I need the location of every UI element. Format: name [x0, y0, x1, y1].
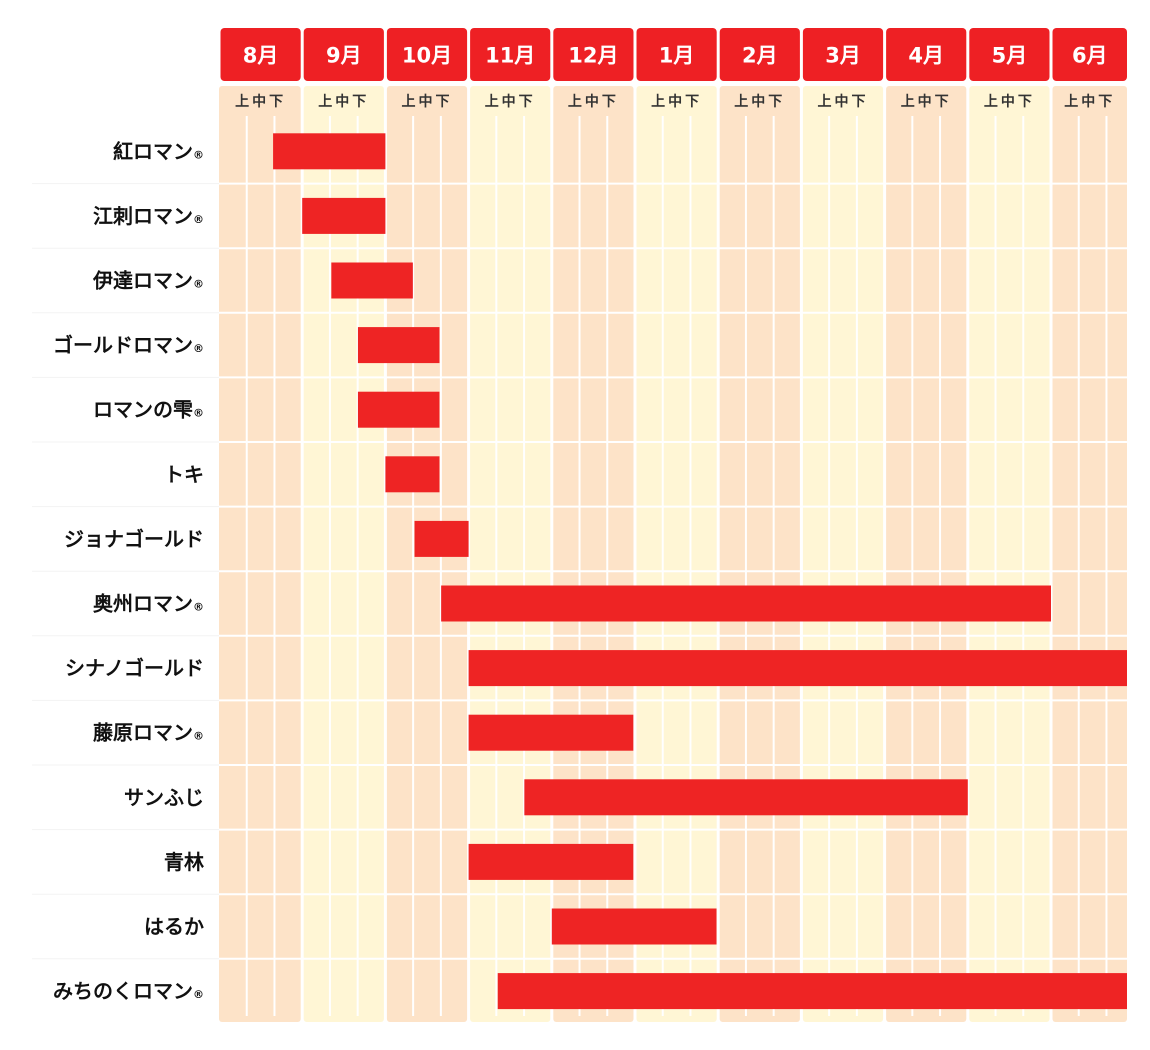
harvest-bar [273, 133, 386, 170]
variety-name: ジョナゴールド [64, 527, 204, 551]
month-header-cell [1052, 28, 1127, 81]
harvest-bar [551, 908, 717, 945]
variety-label: 江刺ロマン® [93, 204, 204, 228]
period-labels: 上中下 [818, 93, 869, 110]
month-header: 8月 9月 10月 11月 12月 1月 2月 3月 4月 5月 6月 [220, 28, 1127, 81]
month-header-cell [636, 28, 717, 81]
variety-label: 藤原ロマン® [92, 721, 204, 745]
month-header-cell [969, 28, 1050, 81]
month-column-7 [719, 86, 800, 1022]
variety-name: みちのくロマン [53, 979, 193, 1003]
variety-name: 紅ロマン [113, 139, 193, 163]
month-label: 12月 [568, 44, 618, 68]
harvest-bar [357, 327, 440, 364]
harvest-bar [468, 650, 1128, 687]
variety-label: サンふじ [124, 785, 204, 809]
month-label: 8月 [243, 44, 279, 68]
harvest-bar [302, 197, 386, 234]
month-column-6 [636, 86, 717, 1022]
month-header-cell [470, 28, 551, 81]
variety-name: 奥州ロマン [93, 592, 193, 616]
row-dividers [32, 182, 1127, 960]
variety-name: シナノゴールド [65, 656, 204, 680]
registered-mark: ® [193, 407, 204, 420]
variety-label: ロマンの雫® [93, 398, 204, 422]
variety-name: ゴールドロマン [53, 333, 193, 357]
variety-label: 奥州ロマン® [93, 592, 204, 616]
variety-label: 紅ロマン® [113, 139, 204, 163]
harvest-bar [468, 714, 634, 751]
month-label: 6月 [1072, 44, 1108, 68]
harvest-bar [524, 779, 968, 816]
month-column-4 [470, 86, 551, 1022]
variety-name: サンふじ [124, 785, 204, 809]
registered-mark: ® [193, 278, 204, 291]
month-header-cell [553, 28, 634, 81]
month-column-8 [802, 86, 884, 1022]
registered-mark: ® [193, 342, 204, 355]
registered-mark: ® [193, 988, 204, 1001]
month-header-cell [802, 28, 884, 81]
period-header: 上中下 上中下 上中下 上中下 上中下 上中下 上中下 上中下 上中下 上中下 上中下 [235, 93, 1115, 110]
variety-label: みちのくロマン® [53, 979, 204, 1003]
variety-name: トキ [164, 462, 204, 486]
variety-label: 伊達ロマン® [92, 269, 204, 293]
harvest-bar [441, 585, 1051, 622]
harvest-bars [273, 133, 1128, 1010]
month-column-1 [219, 86, 301, 1022]
month-label: 9月 [326, 44, 362, 68]
harvest-bar [331, 262, 413, 299]
month-header-cell [386, 28, 468, 81]
month-label: 3月 [825, 44, 861, 68]
harvest-bar [468, 843, 634, 880]
period-labels: 上中下 [1064, 93, 1115, 110]
month-label: 11月 [485, 44, 535, 68]
variety-label: シナノゴールド [65, 656, 204, 680]
month-label: 1月 [659, 44, 695, 68]
period-labels: 上中下 [235, 93, 286, 110]
month-header-cell [886, 28, 967, 81]
period-labels: 上中下 [984, 93, 1035, 110]
month-label: 2月 [742, 44, 778, 68]
registered-mark: ® [193, 213, 204, 226]
variety-labels: 紅ロマン®江刺ロマン®伊達ロマン®ゴールドロマン®ロマンの雫®トキジョナゴールド… [53, 139, 204, 1003]
harvest-bar [357, 391, 440, 428]
period-labels: 上中下 [568, 93, 619, 110]
month-column-10 [969, 86, 1050, 1022]
variety-name: はるか [144, 915, 204, 939]
variety-name: 江刺ロマン [93, 204, 193, 228]
month-header-cell [220, 28, 301, 81]
period-labels: 上中下 [485, 93, 536, 110]
variety-label: 青林 [164, 850, 204, 874]
month-label: 5月 [992, 44, 1028, 68]
variety-label: トキ [164, 462, 204, 486]
month-header-cell [719, 28, 800, 81]
period-labels: 上中下 [901, 93, 952, 110]
registered-mark: ® [193, 601, 204, 614]
month-column-2 [303, 86, 384, 1022]
harvest-bar [385, 456, 440, 493]
harvest-bar [414, 520, 469, 557]
variety-label: ジョナゴールド [64, 527, 204, 551]
month-column-11 [1052, 86, 1127, 1022]
variety-label: ゴールドロマン® [53, 333, 204, 357]
variety-label: はるか [144, 915, 204, 939]
month-label: 4月 [908, 44, 944, 68]
registered-mark: ® [193, 730, 204, 743]
variety-name: 藤原ロマン [92, 721, 193, 745]
period-labels: 上中下 [651, 93, 702, 110]
month-header-cell [303, 28, 384, 81]
period-labels: 上中下 [734, 93, 785, 110]
harvest-bar [497, 973, 1128, 1010]
month-label: 10月 [402, 44, 452, 68]
variety-name: 伊達ロマン [92, 269, 193, 293]
period-labels: 上中下 [318, 93, 369, 110]
month-column-5 [553, 86, 634, 1022]
variety-name: 青林 [164, 850, 204, 874]
variety-name: ロマンの雫 [93, 398, 193, 422]
month-column-9 [886, 86, 967, 1022]
registered-mark: ® [193, 148, 204, 161]
period-labels: 上中下 [402, 93, 453, 110]
